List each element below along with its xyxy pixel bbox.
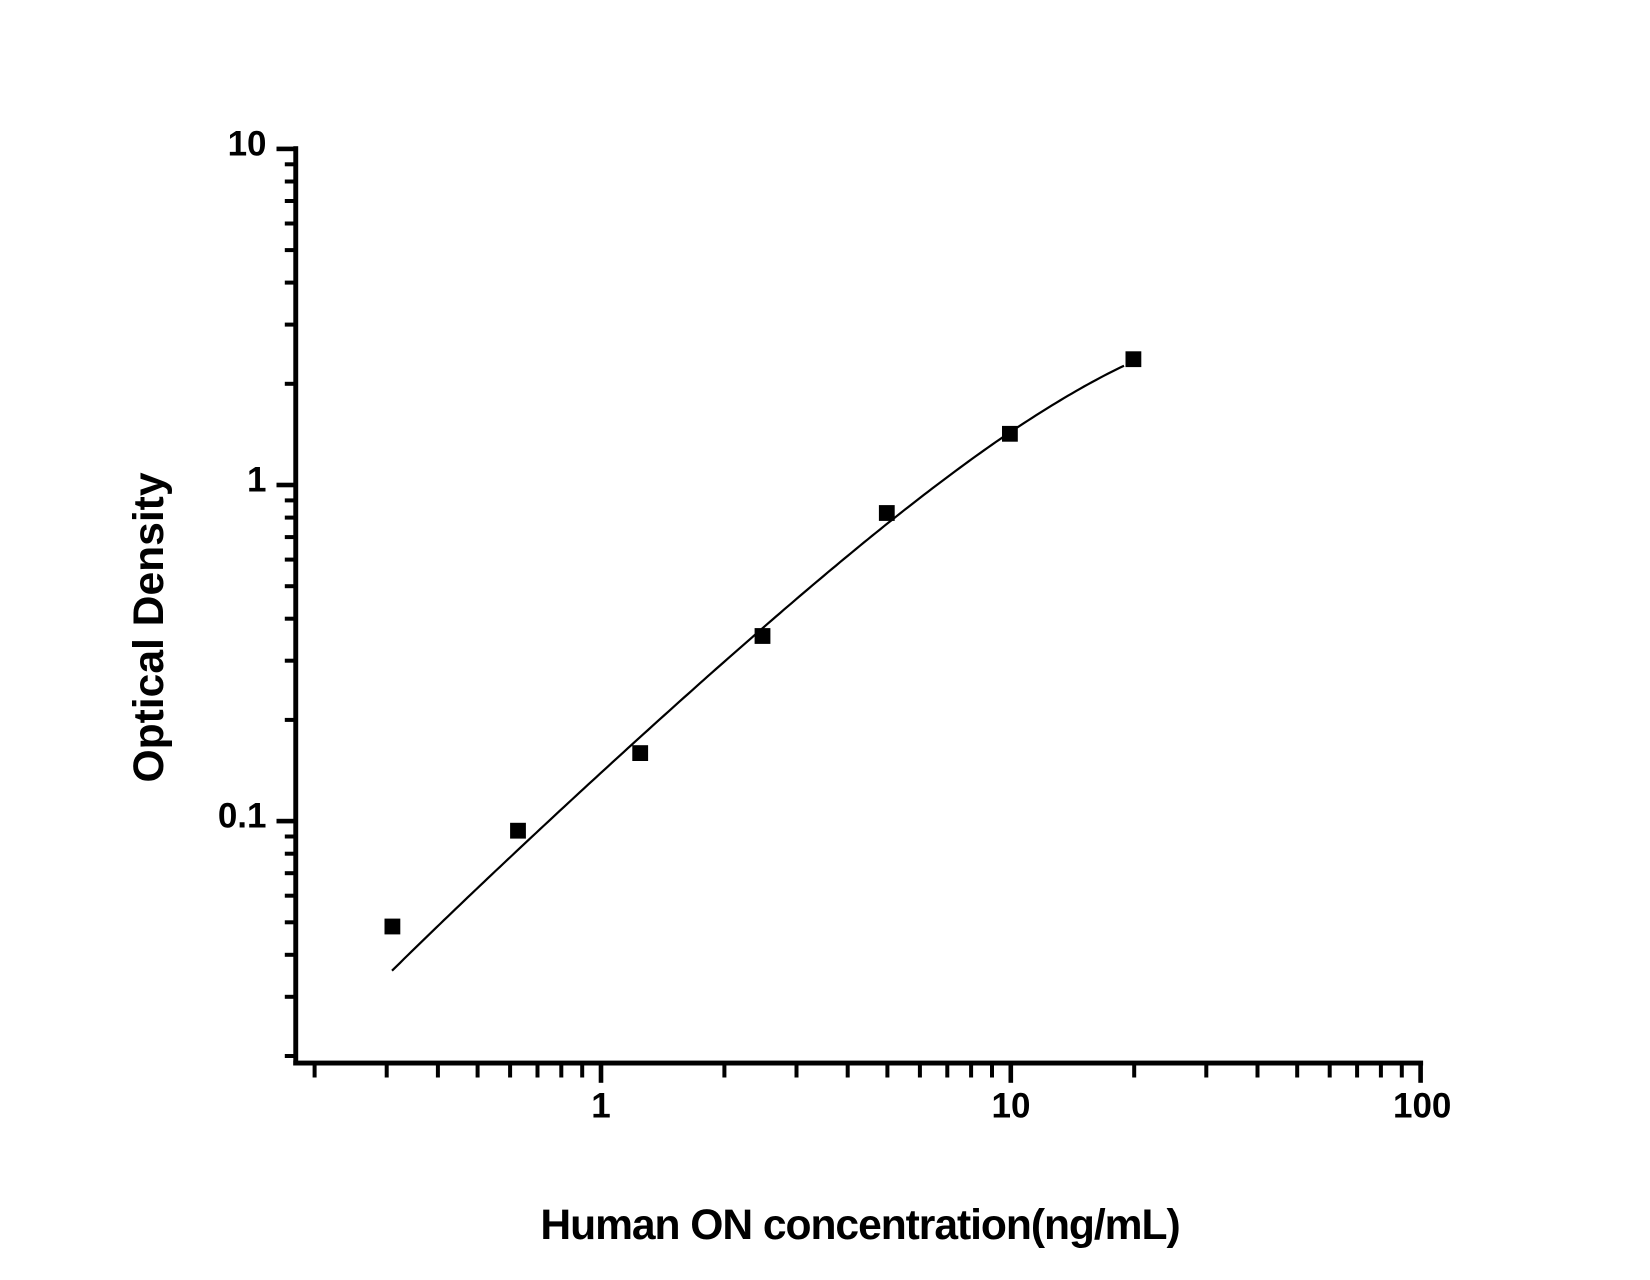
svg-text:100: 100 <box>1393 1087 1451 1126</box>
svg-text:1: 1 <box>591 1087 610 1126</box>
svg-text:Human ON concentration(ng/mL): Human ON concentration(ng/mL) <box>540 1201 1179 1249</box>
svg-text:Optical Density: Optical Density <box>125 472 173 782</box>
svg-text:1: 1 <box>247 461 266 500</box>
svg-text:10: 10 <box>992 1087 1031 1126</box>
svg-text:10: 10 <box>228 124 267 163</box>
svg-text:0.1: 0.1 <box>218 797 267 836</box>
